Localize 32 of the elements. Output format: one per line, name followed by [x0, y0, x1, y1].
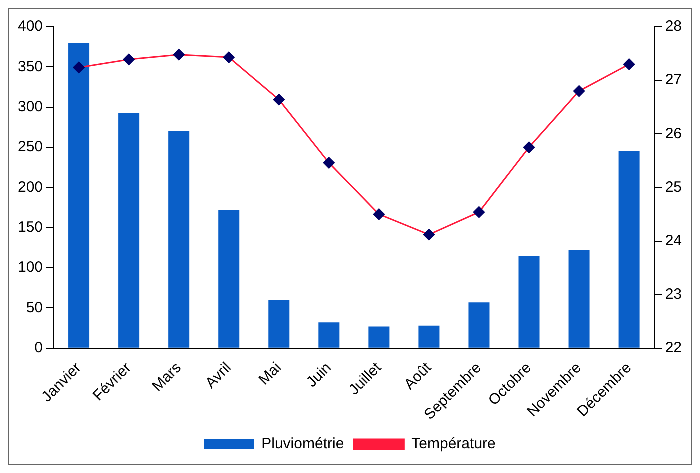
x-tick-label: Juin: [303, 359, 335, 391]
y-tick-label: 200: [18, 178, 44, 196]
bar: [618, 152, 640, 348]
bar: [68, 43, 90, 348]
bar: [318, 322, 340, 348]
bar: [568, 250, 590, 348]
bar: [168, 131, 190, 348]
y-tick-label: 350: [18, 58, 44, 76]
y-tick-label: 150: [18, 219, 44, 236]
legend-label: Pluviométrie: [262, 436, 344, 453]
y2-tick-label: 27: [665, 72, 682, 89]
y-tick-label: 300: [18, 98, 44, 116]
bar: [468, 302, 490, 348]
bar: [268, 300, 290, 348]
legend-label: Température: [412, 436, 496, 453]
bar: [418, 326, 440, 348]
x-tick-label: Mai: [256, 359, 285, 389]
y2-tick-label: 28: [665, 18, 682, 36]
y2-tick-label: 24: [665, 232, 682, 250]
y2-tick-label: 22: [665, 340, 682, 357]
y-tick-label: 400: [18, 18, 44, 36]
y2-tick-label: 23: [665, 286, 682, 303]
y-tick-label: 100: [18, 259, 44, 276]
y-tick-label: 50: [26, 299, 44, 316]
y-tick-label: 0: [34, 340, 44, 357]
y2-tick-label: 25: [665, 178, 682, 196]
bar: [218, 210, 240, 348]
y-tick-label: 250: [18, 138, 44, 156]
bar: [118, 112, 140, 348]
bar: [368, 326, 390, 348]
bar: [518, 256, 540, 348]
y2-tick-label: 26: [665, 125, 682, 142]
